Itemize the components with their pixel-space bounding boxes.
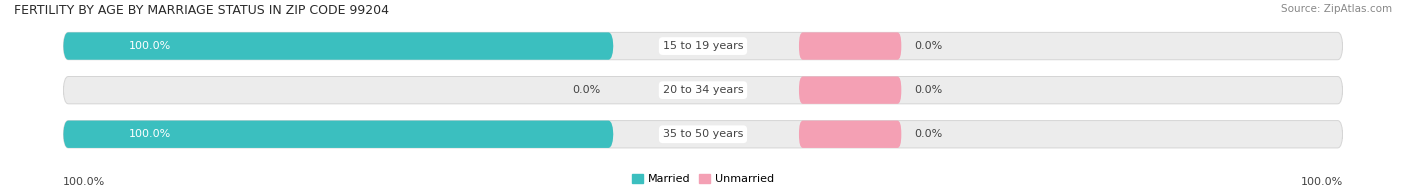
Legend: Married, Unmarried: Married, Unmarried (627, 169, 779, 189)
Text: Source: ZipAtlas.com: Source: ZipAtlas.com (1281, 4, 1392, 14)
Text: 100.0%: 100.0% (129, 41, 172, 51)
Text: 100.0%: 100.0% (1301, 177, 1343, 187)
Text: FERTILITY BY AGE BY MARRIAGE STATUS IN ZIP CODE 99204: FERTILITY BY AGE BY MARRIAGE STATUS IN Z… (14, 4, 389, 17)
Text: 0.0%: 0.0% (914, 85, 942, 95)
FancyBboxPatch shape (799, 32, 901, 60)
Text: 15 to 19 years: 15 to 19 years (662, 41, 744, 51)
FancyBboxPatch shape (799, 76, 901, 104)
Text: 0.0%: 0.0% (914, 129, 942, 139)
Text: 0.0%: 0.0% (572, 85, 600, 95)
FancyBboxPatch shape (63, 32, 1343, 60)
Text: 100.0%: 100.0% (63, 177, 105, 187)
FancyBboxPatch shape (63, 121, 613, 148)
FancyBboxPatch shape (63, 121, 1343, 148)
Text: 0.0%: 0.0% (914, 41, 942, 51)
FancyBboxPatch shape (799, 121, 901, 148)
Text: 20 to 34 years: 20 to 34 years (662, 85, 744, 95)
Text: 100.0%: 100.0% (129, 129, 172, 139)
FancyBboxPatch shape (63, 76, 1343, 104)
FancyBboxPatch shape (63, 32, 613, 60)
Text: 35 to 50 years: 35 to 50 years (662, 129, 744, 139)
